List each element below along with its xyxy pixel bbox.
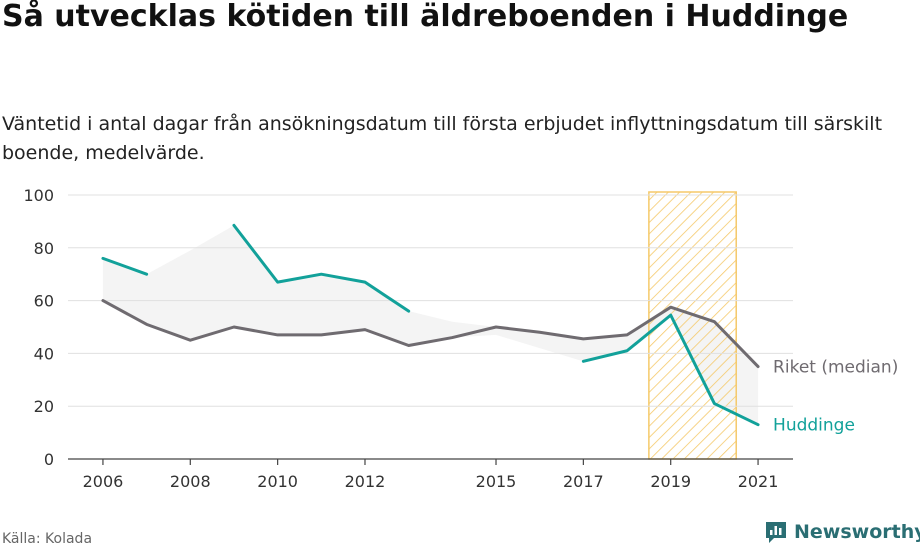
x-tick-label: 2008 — [170, 472, 211, 491]
series-line-huddinge — [232, 223, 411, 313]
y-tick-label: 40 — [34, 344, 54, 363]
chart-bubble-icon — [766, 522, 786, 543]
y-tick-label: 80 — [34, 239, 54, 258]
highlight-rect — [648, 191, 737, 460]
grid — [68, 194, 793, 407]
series-labels: Riket (median) Huddinge — [773, 358, 898, 436]
chart-subtitle: Väntetid i antal dagar från ansökningsda… — [2, 113, 883, 164]
series-line-huddinge — [581, 313, 760, 427]
x-tick-label: 2012 — [345, 472, 386, 491]
x-tick-label: 2019 — [650, 472, 691, 491]
series-line-riket — [101, 299, 760, 369]
y-tick-label: 20 — [34, 397, 54, 416]
x-tick-label: 2010 — [257, 472, 298, 491]
source-note: Källa: Kolada — [2, 531, 93, 547]
highlight-region — [648, 191, 737, 460]
series-label-riket: Riket (median) — [773, 358, 898, 378]
y-tick-label: 60 — [34, 292, 54, 311]
y-tick-label: 0 — [44, 450, 54, 469]
x-tick-label: 2017 — [563, 472, 604, 491]
axes: 0 20 40 60 80 100 2006 2008 2010 2012 2015 2017 2019… — [23, 186, 793, 491]
x-tick-label: 2015 — [476, 472, 517, 491]
range-band — [102, 225, 759, 425]
series — [101, 223, 760, 427]
newsworthy-logo: Newsworthy — [764, 520, 920, 544]
chart-title: Så utvecklas kötiden till äldreboenden i… — [2, 0, 849, 34]
series-label-huddinge: Huddinge — [773, 416, 855, 436]
x-tick-label: 2021 — [738, 472, 779, 491]
series-line-huddinge — [101, 256, 149, 276]
x-tick-label: 2006 — [83, 472, 124, 491]
range-band-area — [102, 225, 759, 425]
brand-name: Newsworthy — [794, 521, 920, 543]
y-tick-label: 100 — [23, 186, 54, 205]
